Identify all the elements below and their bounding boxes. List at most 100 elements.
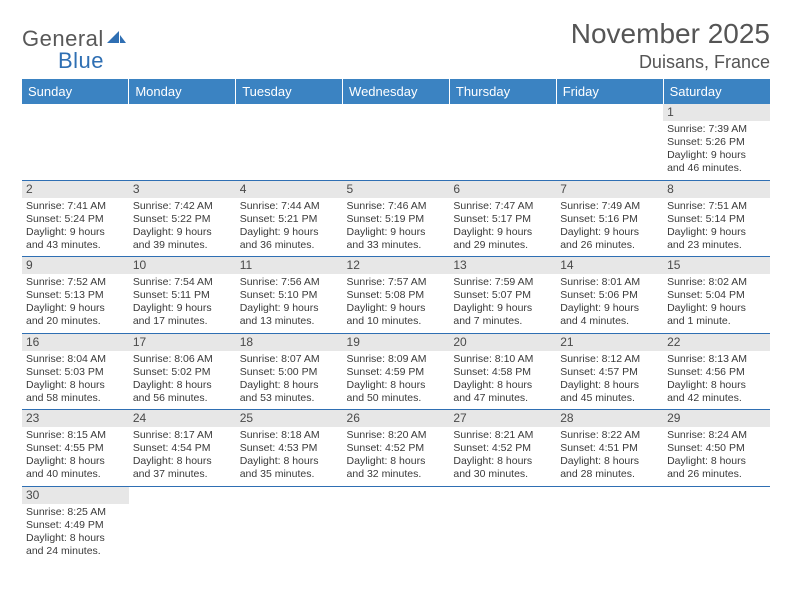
daylight-text: Daylight: 9 hours and 36 minutes. — [240, 226, 339, 252]
daylight-text: Daylight: 9 hours and 20 minutes. — [26, 302, 125, 328]
day-number: 19 — [343, 334, 450, 351]
logo-blue-row: Blue — [22, 48, 104, 74]
sunset-text: Sunset: 4:56 PM — [667, 366, 766, 379]
calendar-cell — [663, 486, 770, 562]
calendar-week: 16Sunrise: 8:04 AMSunset: 5:03 PMDayligh… — [22, 333, 770, 410]
sunset-text: Sunset: 5:22 PM — [133, 213, 232, 226]
sunset-text: Sunset: 5:16 PM — [560, 213, 659, 226]
calendar-week: 9Sunrise: 7:52 AMSunset: 5:13 PMDaylight… — [22, 257, 770, 334]
month-title: November 2025 — [571, 18, 770, 50]
page-header: General November 2025 Duisans, France — [22, 18, 770, 73]
sunrise-text: Sunrise: 7:54 AM — [133, 276, 232, 289]
sunrise-text: Sunrise: 8:01 AM — [560, 276, 659, 289]
sunset-text: Sunset: 4:51 PM — [560, 442, 659, 455]
calendar-cell: 30Sunrise: 8:25 AMSunset: 4:49 PMDayligh… — [22, 486, 129, 562]
calendar-cell — [236, 486, 343, 562]
daylight-text: Daylight: 8 hours and 24 minutes. — [26, 532, 125, 558]
sunset-text: Sunset: 4:55 PM — [26, 442, 125, 455]
sunset-text: Sunset: 5:07 PM — [453, 289, 552, 302]
sunrise-text: Sunrise: 8:09 AM — [347, 353, 446, 366]
sunrise-text: Sunrise: 8:02 AM — [667, 276, 766, 289]
calendar-cell: 10 Sunrise: 7:54 AMSunset: 5:11 PMDayligh… — [129, 257, 236, 334]
calendar-cell: 19Sunrise: 8:09 AMSunset: 4:59 PMDayligh… — [343, 333, 450, 410]
calendar-cell: 15Sunrise: 8:02 AMSunset: 5:04 PMDayligh… — [663, 257, 770, 334]
daylight-text: Daylight: 8 hours and 47 minutes. — [453, 379, 552, 405]
sunset-text: Sunset: 5:24 PM — [26, 213, 125, 226]
calendar-body: 1Sunrise: 7:39 AMSunset: 5:26 PMDaylight… — [22, 104, 770, 562]
daylight-text: Daylight: 9 hours and 33 minutes. — [347, 226, 446, 252]
calendar-cell: 5Sunrise: 7:46 AMSunset: 5:19 PMDaylight… — [343, 180, 450, 257]
calendar-cell: 26Sunrise: 8:20 AMSunset: 4:52 PMDayligh… — [343, 410, 450, 487]
sunrise-text: Sunrise: 8:17 AM — [133, 429, 232, 442]
day-number: 21 — [556, 334, 663, 351]
sunset-text: Sunset: 5:13 PM — [26, 289, 125, 302]
sunset-text: Sunset: 5:11 PM — [133, 289, 232, 302]
sunrise-text: Sunrise: 7:59 AM — [453, 276, 552, 289]
day-number: 15 — [663, 257, 770, 274]
day-number: 12 — [343, 257, 450, 274]
calendar-cell — [129, 104, 236, 180]
calendar-head: SundayMondayTuesdayWednesdayThursdayFrid… — [22, 79, 770, 104]
sunset-text: Sunset: 4:50 PM — [667, 442, 766, 455]
sunset-text: Sunset: 5:10 PM — [240, 289, 339, 302]
day-header: Wednesday — [343, 79, 450, 104]
sunset-text: Sunset: 5:04 PM — [667, 289, 766, 302]
daylight-text: Daylight: 9 hours and 43 minutes. — [26, 226, 125, 252]
calendar-cell — [129, 486, 236, 562]
day-number: 11 — [236, 257, 343, 274]
day-number: 27 — [449, 410, 556, 427]
calendar-cell — [449, 486, 556, 562]
day-header: Saturday — [663, 79, 770, 104]
sunrise-text: Sunrise: 8:07 AM — [240, 353, 339, 366]
calendar-cell: 12Sunrise: 7:57 AMSunset: 5:08 PMDayligh… — [343, 257, 450, 334]
daylight-text: Daylight: 9 hours and 17 minutes. — [133, 302, 232, 328]
calendar-cell: 29Sunrise: 8:24 AMSunset: 4:50 PMDayligh… — [663, 410, 770, 487]
sunrise-text: Sunrise: 8:12 AM — [560, 353, 659, 366]
day-number: 4 — [236, 181, 343, 198]
daylight-text: Daylight: 8 hours and 56 minutes. — [133, 379, 232, 405]
day-number: 2 — [22, 181, 129, 198]
sunset-text: Sunset: 5:17 PM — [453, 213, 552, 226]
title-block: November 2025 Duisans, France — [571, 18, 770, 73]
sunrise-text: Sunrise: 8:13 AM — [667, 353, 766, 366]
daylight-text: Daylight: 8 hours and 30 minutes. — [453, 455, 552, 481]
calendar-cell — [556, 486, 663, 562]
day-number: 8 — [663, 181, 770, 198]
calendar-cell: 9Sunrise: 7:52 AMSunset: 5:13 PMDaylight… — [22, 257, 129, 334]
sunrise-text: Sunrise: 8:10 AM — [453, 353, 552, 366]
sunset-text: Sunset: 4:52 PM — [453, 442, 552, 455]
sunset-text: Sunset: 5:14 PM — [667, 213, 766, 226]
calendar-cell: 25Sunrise: 8:18 AMSunset: 4:53 PMDayligh… — [236, 410, 343, 487]
day-number: 30 — [22, 487, 129, 504]
sunset-text: Sunset: 5:02 PM — [133, 366, 232, 379]
sunrise-text: Sunrise: 8:15 AM — [26, 429, 125, 442]
calendar-cell — [343, 104, 450, 180]
daylight-text: Daylight: 8 hours and 53 minutes. — [240, 379, 339, 405]
day-number: 28 — [556, 410, 663, 427]
sunset-text: Sunset: 4:58 PM — [453, 366, 552, 379]
sunrise-text: Sunrise: 7:44 AM — [240, 200, 339, 213]
daylight-text: Daylight: 8 hours and 32 minutes. — [347, 455, 446, 481]
sunset-text: Sunset: 4:57 PM — [560, 366, 659, 379]
sunset-text: Sunset: 4:54 PM — [133, 442, 232, 455]
sunrise-text: Sunrise: 8:22 AM — [560, 429, 659, 442]
day-header: Thursday — [449, 79, 556, 104]
sunrise-text: Sunrise: 8:24 AM — [667, 429, 766, 442]
sunset-text: Sunset: 5:00 PM — [240, 366, 339, 379]
sunrise-text: Sunrise: 7:41 AM — [26, 200, 125, 213]
sunset-text: Sunset: 4:53 PM — [240, 442, 339, 455]
day-number: 24 — [129, 410, 236, 427]
daylight-text: Daylight: 8 hours and 58 minutes. — [26, 379, 125, 405]
sunrise-text: Sunrise: 7:47 AM — [453, 200, 552, 213]
day-header: Friday — [556, 79, 663, 104]
day-number: 26 — [343, 410, 450, 427]
sunset-text: Sunset: 5:08 PM — [347, 289, 446, 302]
day-number: 10 — [129, 257, 236, 274]
calendar-cell: 17Sunrise: 8:06 AMSunset: 5:02 PMDayligh… — [129, 333, 236, 410]
calendar-week: 1Sunrise: 7:39 AMSunset: 5:26 PMDaylight… — [22, 104, 770, 180]
calendar-page: General November 2025 Duisans, France Bl… — [0, 0, 792, 612]
day-number: 3 — [129, 181, 236, 198]
calendar-cell: 24Sunrise: 8:17 AMSunset: 4:54 PMDayligh… — [129, 410, 236, 487]
sunset-text: Sunset: 5:19 PM — [347, 213, 446, 226]
calendar-cell — [22, 104, 129, 180]
